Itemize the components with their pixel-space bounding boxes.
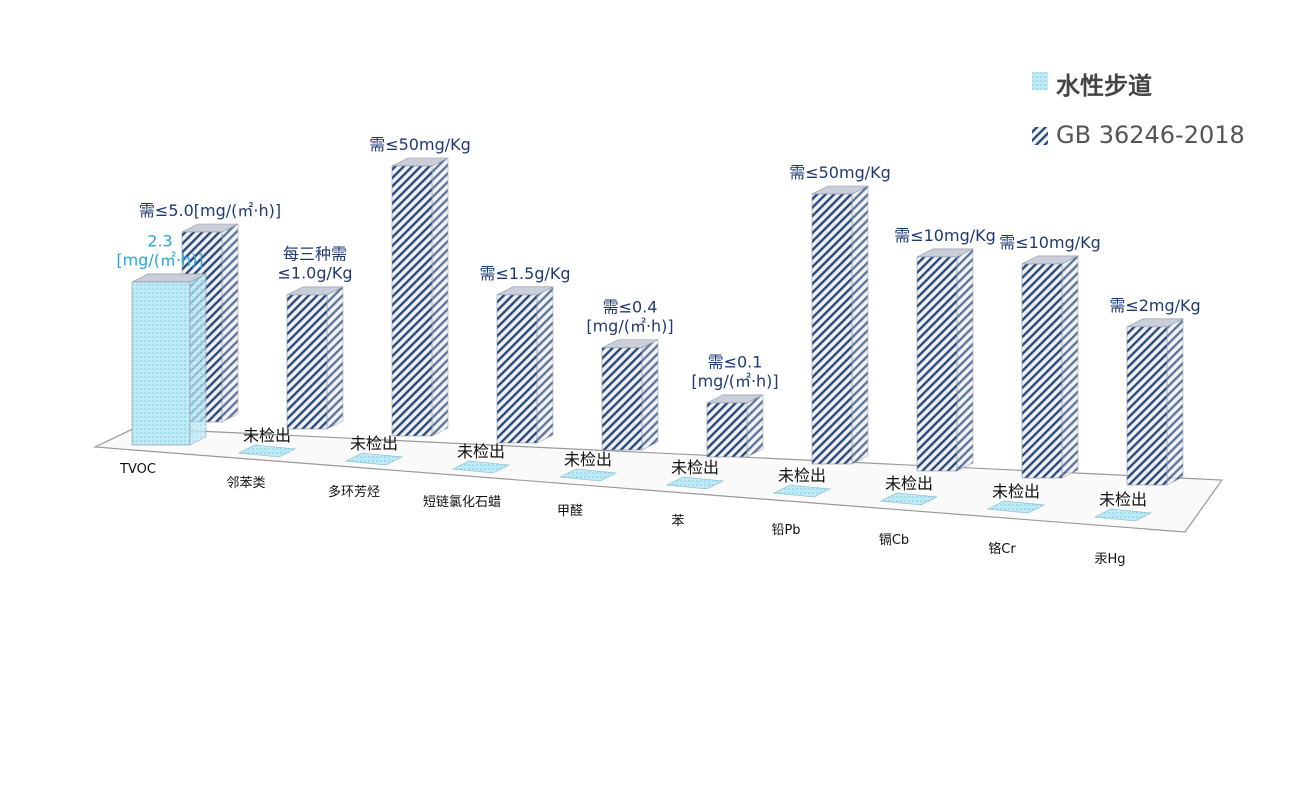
x-tick-label: 镉Cb <box>878 532 910 548</box>
bar-tile <box>558 468 618 482</box>
bar-tile <box>237 444 297 458</box>
bar <box>451 460 511 474</box>
bar-side <box>1061 255 1079 479</box>
bar <box>601 339 659 451</box>
bar-tile <box>665 476 725 490</box>
legend-label: GB 36246-2018 <box>1056 121 1245 149</box>
bar-front <box>601 347 643 451</box>
bar-tile <box>344 452 404 466</box>
bar-tile <box>879 492 939 506</box>
bar <box>131 273 207 446</box>
bar <box>1126 318 1184 486</box>
bar-front <box>1126 326 1168 486</box>
bar-front <box>1021 263 1063 479</box>
legend-icons <box>1032 72 1048 145</box>
bar-side <box>326 286 344 430</box>
bar <box>706 394 764 458</box>
bar-front <box>811 193 853 465</box>
bar <box>665 476 725 490</box>
bar-side <box>221 223 239 423</box>
floor <box>92 427 1224 533</box>
bar <box>986 500 1046 514</box>
bar <box>496 286 554 444</box>
value-label: 每三种需 ≤1.0g/Kg <box>277 244 353 283</box>
x-tick-label: 苯 <box>671 513 685 529</box>
bars <box>131 157 1184 522</box>
bar-tile <box>772 484 832 498</box>
x-tick-label: TVOC <box>120 462 156 477</box>
bar <box>558 468 618 482</box>
bar-tile <box>986 500 1046 514</box>
value-label: 未检出 <box>991 481 1041 501</box>
value-label: 未检出 <box>563 449 613 469</box>
bar-side <box>431 157 449 437</box>
value-label: 未检出 <box>349 433 399 453</box>
bar <box>344 452 404 466</box>
value-label: 需≤10mg/Kg <box>999 232 1101 252</box>
legend-swatch <box>1032 72 1048 90</box>
value-label: 需≤50mg/Kg <box>369 134 471 154</box>
bar-front <box>131 281 191 446</box>
legend-label: 水性步道 <box>1056 72 1152 100</box>
value-label: 需≤0.4 [mg/(㎡·h)] <box>586 297 674 336</box>
value-label: 未检出 <box>670 457 720 477</box>
bar-side <box>641 339 659 451</box>
bar <box>772 484 832 498</box>
value-label: 未检出 <box>242 425 292 445</box>
bar <box>391 157 449 437</box>
value-label: 需≤0.1 [mg/(㎡·h)] <box>691 352 779 391</box>
value-label: 需≤2mg/Kg <box>1109 295 1201 315</box>
value-label: 需≤50mg/Kg <box>789 162 891 182</box>
value-label: 2.3 [mg/(㎡·h)] <box>116 231 204 270</box>
bar-front <box>496 294 538 444</box>
x-tick-label: 甲醛 <box>556 504 584 519</box>
x-tick-label: 铬Cr <box>988 542 1016 557</box>
bar-tile <box>451 460 511 474</box>
bar-tile <box>1093 508 1153 522</box>
legend-swatch <box>1032 127 1048 145</box>
value-label: 需≤1.5g/Kg <box>479 263 571 283</box>
value-label: 未检出 <box>777 465 827 485</box>
bar <box>237 444 297 458</box>
bar <box>916 248 974 472</box>
bar <box>1021 255 1079 479</box>
bar-side <box>1166 318 1184 486</box>
bar-front <box>286 294 328 430</box>
value-label: 需≤5.0[mg/(㎡·h)] <box>138 200 282 220</box>
x-tick-label: 汞Hg <box>1094 551 1126 567</box>
value-label: 未检出 <box>1098 489 1148 509</box>
bar <box>811 185 869 465</box>
value-label: 需≤10mg/Kg <box>894 225 996 245</box>
bar-front <box>391 165 433 437</box>
bar-side <box>536 286 554 444</box>
bar <box>879 492 939 506</box>
x-tick-label: 短链氯化石蜡 <box>422 494 502 510</box>
bar-side <box>851 185 869 465</box>
value-label: 未检出 <box>884 473 934 493</box>
bar-side <box>189 273 207 446</box>
bar-side <box>956 248 974 472</box>
bar <box>1093 508 1153 522</box>
x-tick-label: 邻苯类 <box>226 475 266 491</box>
x-tick-label: 多环芳烃 <box>327 485 381 500</box>
bar-side <box>746 394 764 458</box>
x-tick-label: 铅Pb <box>771 523 801 538</box>
bar-front <box>916 256 958 472</box>
value-label: 未检出 <box>456 441 506 461</box>
bar <box>286 286 344 430</box>
bar-front <box>706 402 748 458</box>
